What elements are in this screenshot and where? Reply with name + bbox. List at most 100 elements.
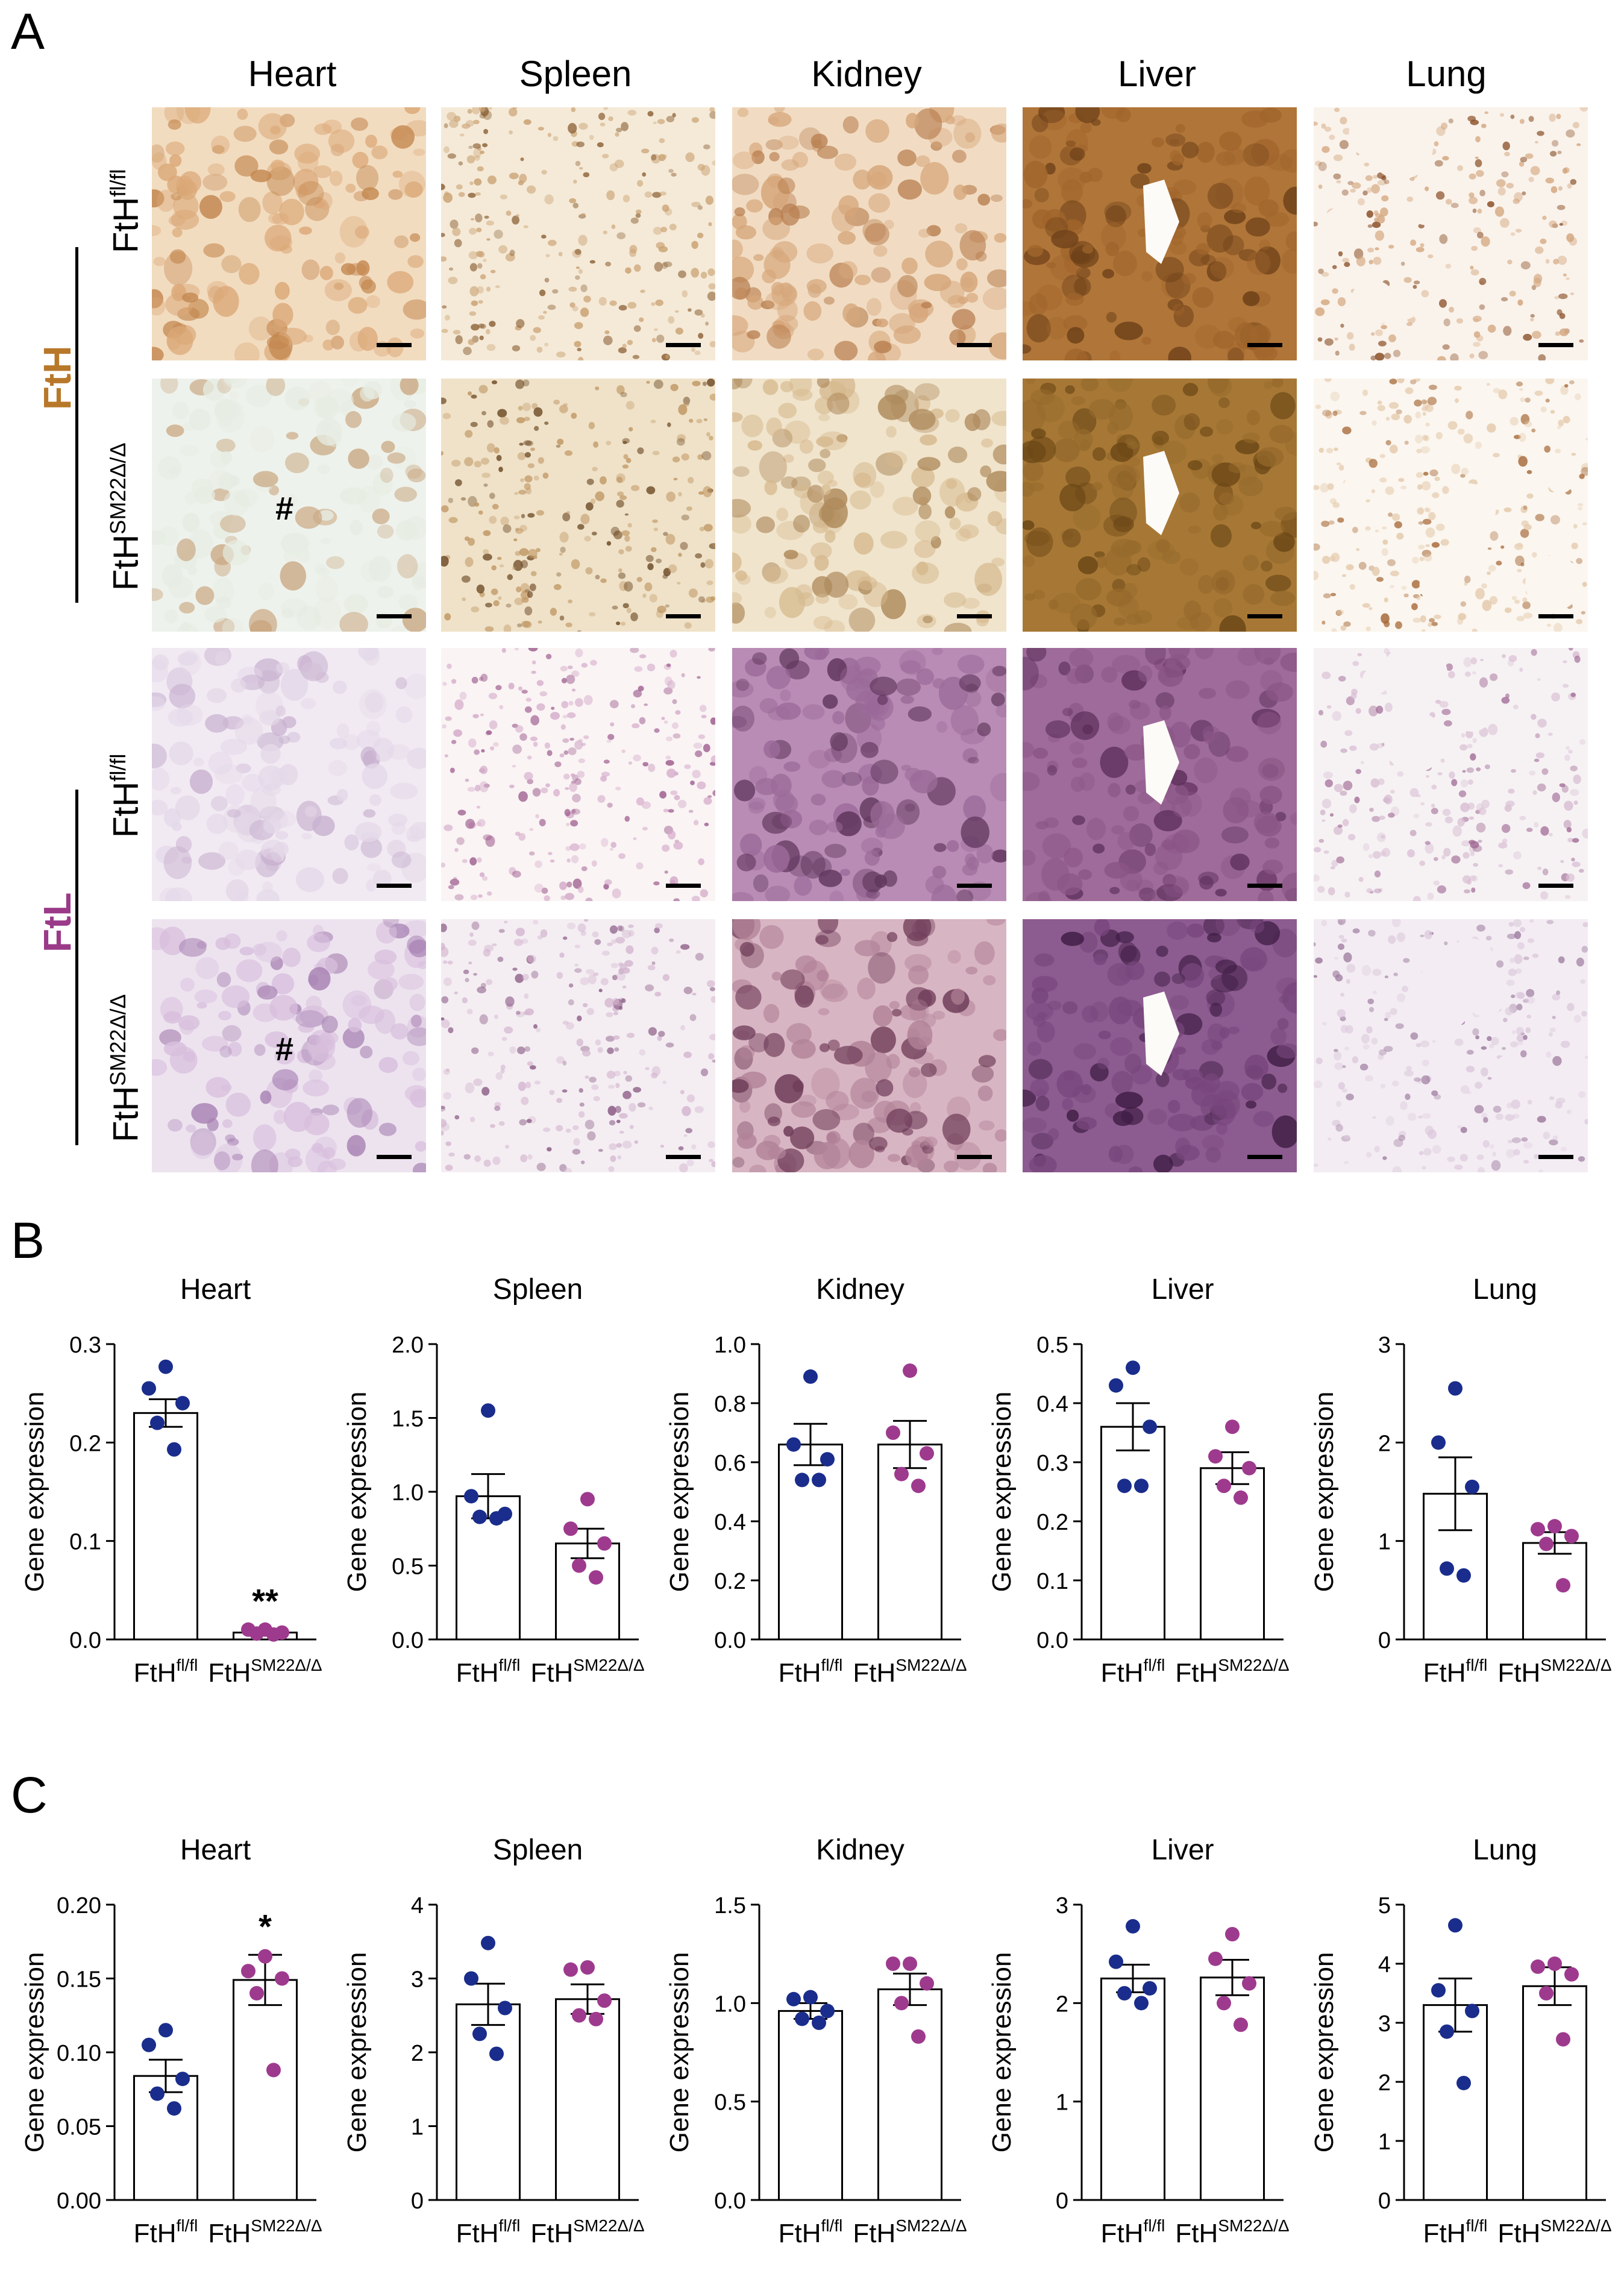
scale-bar [1538,1155,1573,1159]
data-point [142,1381,156,1396]
chart-b-spleen: Spleen Gene expression 0.0 0.5 1.0 1.5 2.0 FtHf… [334,1254,648,1718]
x-tick-label: FtHfl/fl [134,1656,198,1688]
data-point [812,2016,826,2030]
y-tick-label: 0.6 [714,1451,746,1476]
data-point [563,1521,578,1536]
y-tick-label: 0.05 [57,2115,101,2140]
y-tick-label: 3 [1378,1333,1391,1358]
x-tick-label: FtHfl/fl [1423,1656,1488,1688]
data-point [175,1396,190,1410]
y-axis-label: Gene expression [665,1952,694,2153]
chart-c-liver: Liver Gene expression 0 1 2 3 FtHfl/fl FtHSM22Δ… [979,1814,1293,2278]
data-point [903,1956,917,1971]
data-point [1126,1919,1140,1934]
data-point [580,1960,595,1975]
data-point [589,2011,603,2026]
bar-floxed [1423,2004,1488,2201]
histology-kidney-row-3 [732,648,1006,901]
y-tick-label: 0.1 [69,1530,101,1555]
x-tick-label: FtHfl/fl [779,1656,843,1688]
histology-heart-row-3 [152,648,426,901]
y-tick-label: 0.8 [714,1392,746,1417]
y-tick-label: 1.0 [392,1480,424,1506]
y-tick-label: 1.5 [714,1893,746,1919]
x-tick-label: FtHfl/fl [456,2216,521,2248]
chart-c-spleen: Spleen Gene expression 0 1 2 3 4 FtHfl/fl FtHSM2… [334,1814,648,2278]
group-label-ftl: FtL [36,892,79,953]
data-point [1547,1956,1562,1971]
data-point [1440,1561,1454,1576]
histology-lung-row-3 [1314,648,1588,901]
histology-lung-row-4 [1314,919,1588,1172]
data-point [1456,1568,1471,1583]
data-point [1242,1976,1256,1991]
scale-bar [957,1155,992,1159]
scale-bar [957,614,992,618]
data-point [1564,1967,1579,1982]
x-tick-label: FtHSM22Δ/Δ [208,1656,322,1688]
scale-bar [1247,343,1282,347]
chart-b-lung: Lung Gene expression 0 1 2 3 FtHfl/fl FtHSM22Δ/… [1302,1254,1615,1718]
data-point [1117,1479,1132,1494]
data-point [249,1986,264,2000]
chart-title: Liver [1151,1274,1214,1306]
y-tick-label: 1 [1378,1530,1391,1555]
y-tick-label: 2 [1378,2070,1391,2096]
y-tick-label: 0.4 [714,1510,746,1535]
y-tick-label: 0.4 [1036,1392,1068,1417]
data-point [1564,1529,1579,1544]
y-axis-label: Gene expression [20,1392,49,1592]
data-point [1531,1959,1545,1974]
y-axis-label: Gene expression [987,1392,1017,1592]
histology-spleen-row-1 [441,107,715,360]
data-point [1134,1996,1149,2011]
y-tick-label: 0 [1056,2189,1068,2214]
organ-header-heart: Heart [248,54,337,94]
bar-floxed [778,1444,843,1641]
row-label-fth-knockout-2: FtHSM22Δ/Δ [105,994,146,1142]
bar-knockout [555,1998,620,2201]
bar-knockout [877,1988,942,2201]
scale-bar [1538,343,1573,347]
histology-liver-row-1 [1023,107,1297,360]
data-point [1217,1996,1231,2011]
histology-lung-row-2 [1314,379,1588,632]
x-tick-label: FtHSM22Δ/Δ [530,2216,644,2248]
y-tick-label: 0 [1378,2189,1391,2214]
x-tick-label: FtHSM22Δ/Δ [1175,2216,1289,2248]
y-tick-label: 2 [411,2041,424,2066]
data-point [1109,1378,1123,1393]
y-tick-label: 3 [1378,2011,1391,2037]
histology-kidney-row-2 [732,379,1006,632]
y-tick-label: 0.0 [69,1628,101,1653]
panel-letter-a: A [11,3,45,60]
y-tick-label: 0.3 [1036,1451,1068,1476]
data-point [589,1570,603,1585]
scale-bar [1247,614,1282,618]
y-tick-label: 0.5 [1036,1333,1068,1358]
data-point [1539,1536,1553,1551]
histology-heart-row-1 [152,107,426,360]
hash-marker: # [275,1031,294,1067]
data-point [1143,1419,1157,1435]
significance-marker: ** [252,1582,278,1620]
y-tick-label: 2 [1378,1431,1391,1456]
histology-lung-row-1 [1314,107,1588,360]
histology-kidney-row-1 [732,107,1006,360]
data-point [1556,2032,1570,2047]
data-point [911,1479,926,1494]
data-point [275,1971,289,1986]
data-point [563,1962,578,1977]
y-axis-label: Gene expression [1309,1952,1339,2153]
data-point [1117,1986,1132,2000]
data-point [1134,1479,1149,1494]
data-point [580,1492,595,1507]
y-tick-label: 0.5 [392,1554,424,1580]
y-tick-label: 2 [1056,1991,1068,2017]
group-divider-fth [75,247,78,603]
row-label-fth-knockout-1: FtHSM22Δ/Δ [105,442,146,591]
data-point [1217,1479,1231,1494]
data-point [812,1472,826,1488]
y-axis-label: Gene expression [342,1392,372,1592]
histology-heart-row-4: # [152,919,426,1172]
